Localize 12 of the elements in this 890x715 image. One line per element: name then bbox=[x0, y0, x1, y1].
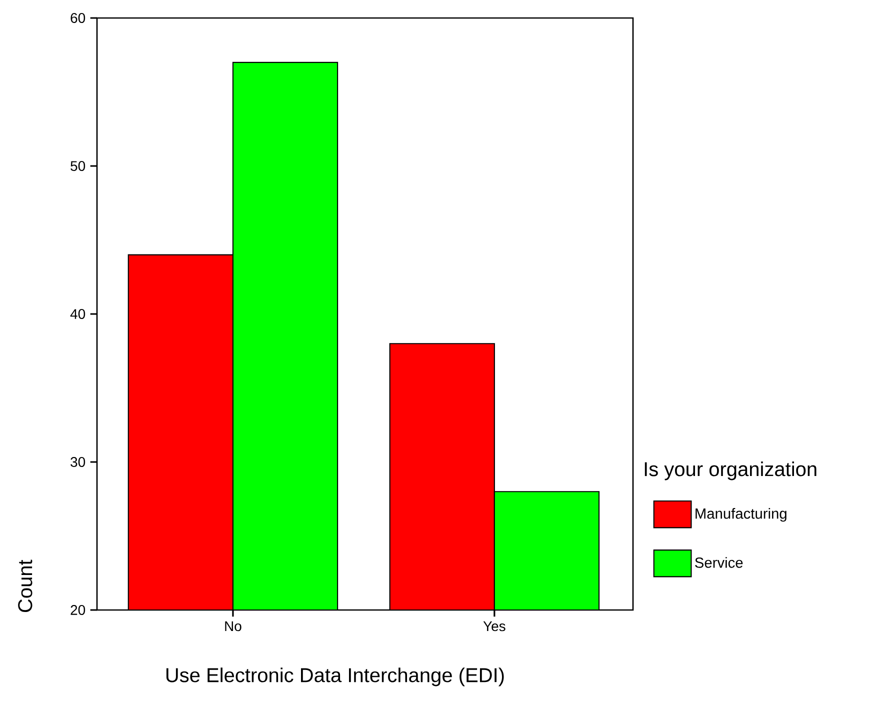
y-tick-label: 30 bbox=[70, 457, 86, 467]
x-axis-title: Use Electronic Data Interchange (EDI) bbox=[166, 668, 504, 686]
y-tick-label: 40 bbox=[70, 309, 86, 319]
legend-label: Manufacturing bbox=[696, 508, 786, 522]
x-tick-label: Yes bbox=[483, 621, 506, 632]
y-tick-label: 50 bbox=[70, 161, 86, 171]
y-tick-label: 60 bbox=[70, 13, 86, 23]
legend-label: Service bbox=[695, 557, 743, 568]
y-axis-title: Count bbox=[18, 560, 32, 612]
y-tick-label: 20 bbox=[70, 605, 86, 615]
legend-title: Is your organization bbox=[644, 462, 816, 480]
x-tick-label: No bbox=[225, 621, 242, 632]
